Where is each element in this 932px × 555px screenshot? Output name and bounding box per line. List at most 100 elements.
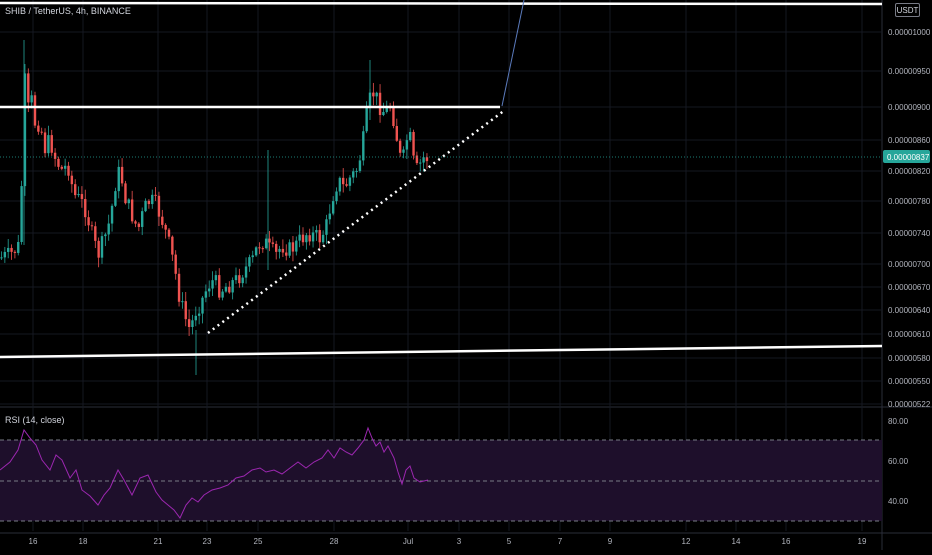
- candle-body: [84, 199, 87, 218]
- rsi-series-line: [0, 426, 429, 519]
- candle-body: [234, 275, 238, 281]
- candle-body: [174, 254, 177, 274]
- candle-body: [271, 242, 275, 244]
- time-tick-label: 18: [79, 537, 88, 546]
- candle-body: [342, 177, 345, 185]
- candle-body: [100, 236, 104, 258]
- candle-body: [40, 131, 43, 133]
- rsi-band-layer: [0, 439, 882, 522]
- candle-body: [308, 235, 311, 242]
- ascending-support-line[interactable]: [207, 109, 506, 334]
- candle-body: [3, 251, 7, 258]
- candlestick-layer: [0, 40, 429, 375]
- upper-channel-line[interactable]: [0, 1, 883, 6]
- candle-body: [184, 301, 187, 320]
- candle-body: [214, 275, 218, 281]
- candle-body: [10, 247, 13, 252]
- candle-body: [298, 234, 301, 241]
- candle-body: [94, 226, 97, 241]
- candle-body: [53, 152, 57, 159]
- time-tick-label: 28: [330, 537, 339, 546]
- time-tick-label: 23: [203, 537, 212, 546]
- candle-body: [17, 241, 20, 253]
- candle-body: [104, 234, 107, 237]
- price-tick-label: 0.00000820: [888, 167, 931, 176]
- time-tick-label: Jul: [403, 537, 413, 546]
- candle-body: [110, 205, 114, 224]
- candle-body: [127, 199, 130, 204]
- candle-body: [194, 315, 197, 321]
- candle-body: [261, 248, 264, 250]
- lower-channel-line[interactable]: [0, 344, 883, 359]
- candle-body: [60, 166, 63, 169]
- drawing-layer[interactable]: [0, 0, 883, 359]
- candle-body: [375, 92, 378, 97]
- rsi-tick-label: 40.00: [888, 497, 909, 506]
- current-price-badge: [883, 150, 930, 163]
- candle-body: [318, 230, 321, 243]
- candle-body: [27, 73, 30, 103]
- candle-body: [409, 131, 412, 141]
- candle-body: [57, 158, 60, 167]
- time-tick-label: 14: [732, 537, 741, 546]
- candle-body: [385, 107, 388, 112]
- candle-body: [398, 140, 402, 153]
- candle-body: [352, 171, 355, 178]
- candle-body: [419, 162, 422, 164]
- candle-body: [37, 125, 40, 132]
- rsi-tick-label: 80.00: [888, 417, 909, 426]
- currency-badge[interactable]: USDT: [895, 3, 920, 17]
- candle-body: [412, 131, 415, 156]
- candle-body: [171, 236, 174, 255]
- candle-body: [13, 251, 17, 253]
- projection-line[interactable]: [501, 0, 525, 107]
- candle-body: [161, 216, 164, 225]
- candle-body: [147, 200, 151, 205]
- candle-body: [275, 243, 278, 252]
- candle-body: [30, 95, 33, 103]
- candle-body: [97, 240, 100, 258]
- candle-body: [281, 248, 285, 253]
- candle-body: [63, 165, 67, 169]
- time-tick-label: 5: [507, 537, 512, 546]
- candle-body: [87, 217, 90, 226]
- candle-body: [285, 252, 288, 256]
- candle-body: [305, 235, 308, 243]
- candle-body: [134, 221, 137, 224]
- candle-body: [218, 275, 221, 298]
- candle-body: [157, 195, 161, 217]
- candle-body: [50, 135, 53, 153]
- rsi-title: RSI (14, close): [5, 415, 65, 425]
- candle-body: [395, 126, 398, 141]
- candle-body: [231, 280, 234, 293]
- candle-body: [20, 186, 23, 242]
- candle-body: [378, 92, 382, 116]
- candle-body: [191, 320, 194, 328]
- candle-body: [241, 277, 244, 284]
- candle-body: [208, 288, 211, 292]
- candle-body: [254, 247, 258, 256]
- rsi-layer: [0, 426, 429, 519]
- candle-body: [328, 213, 331, 220]
- candle-body: [80, 194, 84, 200]
- candle-body: [144, 200, 147, 212]
- candle-body: [33, 95, 37, 126]
- time-tick-label: 25: [254, 537, 263, 546]
- candle-body: [90, 225, 94, 227]
- price-tick-label: 0.00000740: [888, 229, 931, 238]
- candle-body: [348, 177, 352, 186]
- candle-body: [238, 275, 241, 284]
- candle-body: [288, 242, 291, 256]
- candle-body: [345, 184, 348, 186]
- current-price-label: 0.00000837: [887, 153, 930, 162]
- candle-body: [201, 297, 204, 314]
- candle-body: [338, 177, 342, 192]
- candle-body: [23, 73, 27, 187]
- candle-body: [405, 140, 409, 150]
- candle-body: [124, 183, 127, 204]
- price-tick-label: 0.00000700: [888, 260, 931, 269]
- candle-body: [264, 238, 268, 249]
- price-tick-label: 0.00000780: [888, 197, 931, 206]
